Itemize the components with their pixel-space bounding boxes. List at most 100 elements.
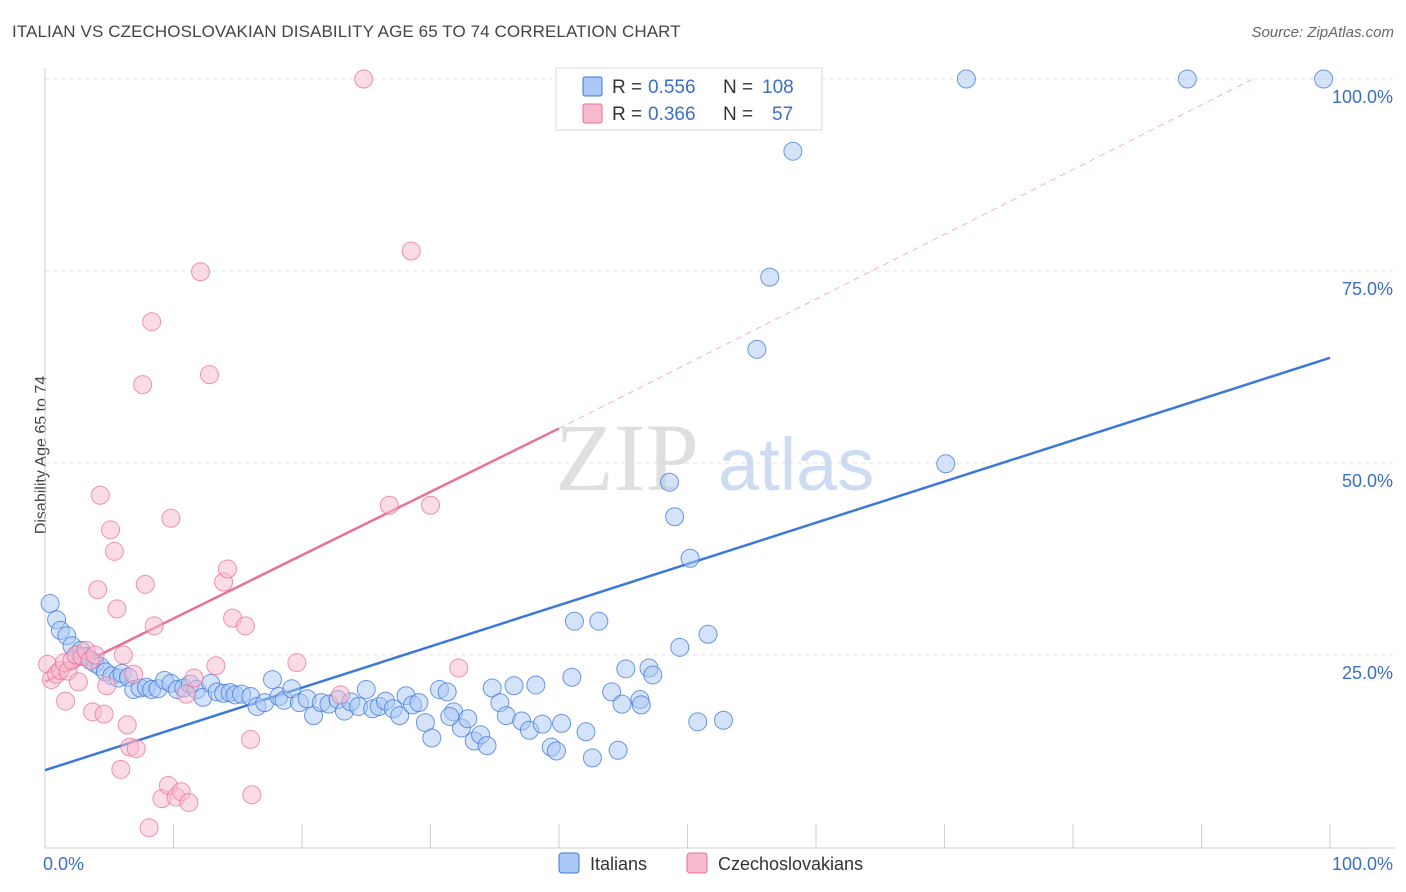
point-italians-106 [1314, 69, 1334, 89]
point-italians-69 [482, 678, 502, 698]
point-italians-83 [582, 748, 602, 768]
stats-legend: R = 0.556 N = 108 R = 0.366 N = 57 [555, 67, 823, 131]
point-italians-65 [458, 709, 478, 729]
point-czechoslovakians-51 [379, 495, 399, 515]
point-italians-107 [440, 706, 460, 726]
data-points [38, 69, 1334, 838]
x-tick-label-0: 0.0% [43, 854, 84, 874]
point-czechoslovakians-21 [111, 759, 131, 779]
legend-n-label-2: N = [723, 104, 753, 125]
bottom-legend-swatch-czechoslovakians [686, 852, 708, 874]
legend-r-value-1: 0.556 [648, 77, 696, 98]
point-czechoslovakians-39 [190, 262, 210, 282]
point-czechoslovakians-40 [199, 365, 219, 385]
legend-r-value-2: 0.366 [648, 104, 696, 125]
axes [44, 68, 1395, 849]
point-czechoslovakians-17 [97, 676, 117, 696]
point-czechoslovakians-27 [135, 574, 155, 594]
point-czechoslovakians-56 [124, 664, 144, 684]
gridlines [45, 78, 1395, 656]
point-italians-60 [422, 728, 442, 748]
point-italians-79 [552, 713, 572, 733]
point-italians-50 [356, 680, 376, 700]
bottom-legend-swatch-italians [558, 852, 580, 874]
point-italians-80 [562, 667, 582, 687]
point-czechoslovakians-36 [176, 684, 196, 704]
point-czechoslovakians-53 [421, 495, 440, 515]
point-italians-94 [665, 507, 685, 527]
point-czechoslovakians-33 [161, 508, 181, 528]
point-italians-82 [576, 722, 596, 742]
point-czechoslovakians-38 [184, 668, 204, 688]
point-italians-92 [643, 665, 663, 685]
point-italians-86 [608, 740, 628, 760]
legend-n-value-1: 108 [762, 77, 794, 98]
point-italians-102 [783, 141, 803, 161]
watermark: ZIP atlas [555, 404, 874, 511]
point-czechoslovakians-49 [331, 685, 351, 705]
point-czechoslovakians-52 [401, 241, 421, 261]
legend-n-value-2: 57 [772, 104, 793, 125]
y-tick-label-2: 75.0% [1342, 279, 1393, 299]
legend-r-label-2: R = [612, 104, 642, 125]
watermark-zip: ZIP [555, 404, 699, 511]
point-czechoslovakians-48 [287, 653, 307, 673]
point-czechoslovakians-23 [117, 715, 137, 735]
point-italians-72 [504, 676, 524, 696]
y-tick-label-0: 25.0% [1342, 663, 1393, 683]
point-italians-37 [262, 670, 282, 690]
point-italians-76 [532, 714, 552, 734]
point-italians-88 [616, 659, 636, 679]
series-legend: Italians Czechoslovakians [558, 852, 863, 874]
point-italians-99 [713, 710, 733, 730]
point-czechoslovakians-22 [113, 645, 133, 665]
point-czechoslovakians-45 [235, 616, 255, 636]
chart-title: ITALIAN VS CZECHOSLOVAKIAN DISABILITY AG… [12, 22, 681, 41]
point-czechoslovakians-20 [107, 599, 127, 619]
point-czechoslovakians-25 [126, 739, 146, 759]
point-italians-101 [760, 267, 780, 287]
legend-swatch-czechoslovakians [582, 103, 603, 124]
legend-n-label-1: N = [723, 77, 753, 98]
point-italians-103 [936, 454, 956, 474]
point-italians-100 [747, 339, 767, 359]
point-italians-68 [477, 736, 497, 756]
point-czechoslovakians-13 [85, 645, 105, 665]
point-czechoslovakians-41 [206, 656, 226, 676]
point-czechoslovakians-46 [241, 729, 261, 749]
point-italians-0 [40, 594, 60, 614]
x-tick-label-1: 100.0% [1332, 854, 1393, 874]
point-czechoslovakians-30 [144, 616, 164, 636]
legend-r-label-1: R = [612, 77, 642, 98]
point-italians-81 [564, 611, 584, 631]
point-italians-87 [612, 694, 632, 714]
point-italians-85 [602, 682, 622, 702]
point-czechoslovakians-29 [142, 312, 162, 332]
point-czechoslovakians-8 [68, 672, 88, 692]
point-czechoslovakians-54 [449, 658, 469, 678]
tick-labels: 25.0% 50.0% 75.0% 100.0% 0.0% 100.0% [43, 87, 1393, 874]
point-italians-58 [409, 693, 429, 713]
y-tick-label-1: 50.0% [1342, 471, 1393, 491]
point-czechoslovakians-19 [104, 541, 124, 561]
point-italians-78 [546, 741, 566, 761]
point-italians-96 [680, 548, 700, 568]
trend-line-1 [44, 427, 560, 684]
point-czechoslovakians-37 [179, 792, 199, 812]
bottom-legend-label-czechoslovakians: Czechoslovakians [718, 854, 863, 874]
point-italians-104 [956, 69, 976, 89]
bottom-legend-label-italians: Italians [590, 854, 647, 874]
point-italians-75 [526, 675, 546, 695]
point-czechoslovakians-43 [217, 559, 237, 579]
point-czechoslovakians-16 [94, 704, 114, 724]
point-czechoslovakians-14 [88, 580, 108, 600]
watermark-atlas: atlas [718, 423, 874, 506]
point-italians-55 [390, 706, 410, 726]
point-czechoslovakians-50 [354, 69, 374, 89]
point-czechoslovakians-15 [90, 485, 110, 505]
source-label: Source: ZipAtlas.com [1251, 24, 1394, 41]
point-czechoslovakians-55 [56, 691, 76, 711]
point-italians-105 [1177, 69, 1197, 89]
point-czechoslovakians-26 [133, 375, 153, 395]
